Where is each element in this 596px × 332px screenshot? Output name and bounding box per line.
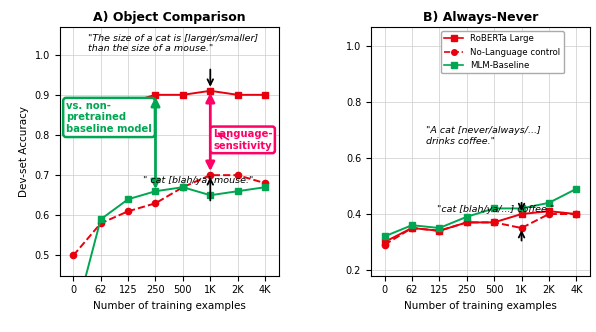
X-axis label: Number of training examples: Number of training examples — [93, 301, 246, 311]
Text: " cat [blah/ya] mouse.": " cat [blah/ya] mouse." — [143, 176, 253, 186]
Title: B) Always-Never: B) Always-Never — [423, 11, 538, 24]
Title: A) Object Comparison: A) Object Comparison — [93, 11, 246, 24]
Legend: RoBERTa Large, No-Language control, MLM-Baseline: RoBERTa Large, No-Language control, MLM-… — [441, 31, 564, 73]
Text: "cat [blah/ya/...] coffee.": "cat [blah/ya/...] coffee." — [437, 205, 554, 213]
Text: vs. non-
pretrained
baseline model: vs. non- pretrained baseline model — [66, 101, 152, 134]
Y-axis label: Dev-set Accuracy: Dev-set Accuracy — [19, 106, 29, 197]
X-axis label: Number of training examples: Number of training examples — [404, 301, 557, 311]
Text: "A cat [never/always/...]
drinks coffee.": "A cat [never/always/...] drinks coffee.… — [426, 126, 541, 145]
Text: "The size of a cat is [larger/smaller]
than the size of a mouse.": "The size of a cat is [larger/smaller] t… — [88, 34, 258, 53]
Text: Language-
sensitivity: Language- sensitivity — [213, 129, 272, 151]
